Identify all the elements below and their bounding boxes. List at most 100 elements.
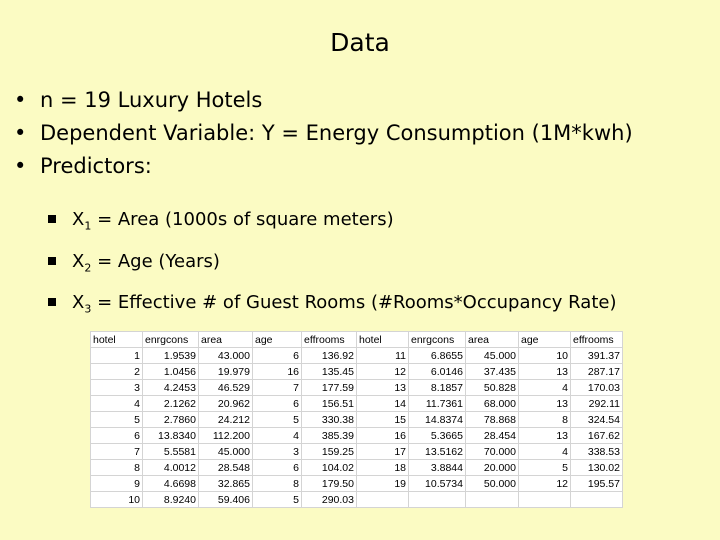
table-cell: 9 bbox=[90, 475, 143, 492]
table-cell: 68.000 bbox=[465, 395, 519, 412]
table-cell: 45.000 bbox=[198, 443, 253, 460]
table-header-row: hotel enrgcons area age effrooms hotel enrgcon… bbox=[90, 331, 623, 348]
table-cell: 10.5734 bbox=[408, 475, 466, 492]
table-cell: 28.454 bbox=[465, 427, 519, 444]
table-cell: 330.38 bbox=[301, 411, 357, 428]
table-cell: 78.868 bbox=[465, 411, 519, 428]
table-cell: 112.200 bbox=[198, 427, 253, 444]
table-cell: 5.3665 bbox=[408, 427, 466, 444]
table-cell: 156.51 bbox=[301, 395, 357, 412]
table-cell: 4.6698 bbox=[142, 475, 199, 492]
table-cell: 13.8340 bbox=[142, 427, 199, 444]
table-cell: 14.8374 bbox=[408, 411, 466, 428]
predictor-list: X1 = Area (1000s of square meters) X2 = … bbox=[46, 202, 616, 327]
table-cell: 13 bbox=[356, 379, 409, 396]
table-cell: 290.03 bbox=[301, 491, 357, 508]
table-cell: 45.000 bbox=[465, 347, 519, 364]
column-header: enrgcons bbox=[142, 331, 199, 348]
table-row: 9 4.6698 32.865 8 179.50 19 10.5734 50.000 12 195… bbox=[90, 475, 623, 492]
table-cell: 24.212 bbox=[198, 411, 253, 428]
table-cell: 130.02 bbox=[570, 459, 623, 476]
table-cell: 59.406 bbox=[198, 491, 253, 508]
table-row: 1 1.9539 43.000 6 136.92 11 6.8655 45.000 10 391.… bbox=[90, 347, 623, 364]
table-cell: 6 bbox=[252, 347, 302, 364]
table-cell: 136.92 bbox=[301, 347, 357, 364]
table-cell bbox=[570, 491, 623, 508]
table-cell: 50.000 bbox=[465, 475, 519, 492]
table-cell: 287.17 bbox=[570, 363, 623, 380]
table-cell: 13 bbox=[518, 395, 571, 412]
table-cell: 4 bbox=[252, 427, 302, 444]
table-cell: 170.03 bbox=[570, 379, 623, 396]
predictor-x1: X1 = Area (1000s of square meters) bbox=[46, 202, 616, 244]
table-cell: 4 bbox=[518, 443, 571, 460]
hotel-data-table: hotel enrgcons area age effrooms hotel enrgcon… bbox=[90, 331, 623, 508]
bullet-list: n = 19 Luxury Hotels Dependent Variable:… bbox=[14, 84, 633, 183]
bullet-sample-size: n = 19 Luxury Hotels bbox=[14, 84, 633, 117]
table-cell: 4.2453 bbox=[142, 379, 199, 396]
table-cell: 11 bbox=[356, 347, 409, 364]
table-cell: 5 bbox=[252, 491, 302, 508]
table-cell: 4 bbox=[518, 379, 571, 396]
table-cell: 15 bbox=[356, 411, 409, 428]
table-cell: 324.54 bbox=[570, 411, 623, 428]
table-cell: 3 bbox=[252, 443, 302, 460]
column-header: effrooms bbox=[570, 331, 623, 348]
table-cell: 28.548 bbox=[198, 459, 253, 476]
table-cell: 12 bbox=[518, 475, 571, 492]
table-cell: 8 bbox=[252, 475, 302, 492]
table-cell: 338.53 bbox=[570, 443, 623, 460]
bullet-dependent-variable: Dependent Variable: Y = Energy Consumpti… bbox=[14, 117, 633, 150]
table-cell: 5 bbox=[90, 411, 143, 428]
table-row: 6 13.8340 112.200 4 385.39 16 5.3665 28.454 13 16… bbox=[90, 427, 623, 444]
table-cell: 16 bbox=[252, 363, 302, 380]
table-cell: 20.000 bbox=[465, 459, 519, 476]
table-row: 10 8.9240 59.406 5 290.03 bbox=[90, 491, 623, 508]
predictor-x3: X3 = Effective # of Guest Rooms (#Rooms*… bbox=[46, 285, 616, 327]
table-cell: 2.1262 bbox=[142, 395, 199, 412]
table-cell: 135.45 bbox=[301, 363, 357, 380]
table-cell: 14 bbox=[356, 395, 409, 412]
table-cell bbox=[356, 491, 409, 508]
table-cell: 104.02 bbox=[301, 459, 357, 476]
table-cell bbox=[518, 491, 571, 508]
table-cell: 292.11 bbox=[570, 395, 623, 412]
predictor-x2-text: = Age (Years) bbox=[91, 250, 220, 272]
table-cell: 195.57 bbox=[570, 475, 623, 492]
table-cell: 6 bbox=[252, 459, 302, 476]
column-header: effrooms bbox=[301, 331, 357, 348]
table-cell: 1 bbox=[90, 347, 143, 364]
table-cell: 6.8655 bbox=[408, 347, 466, 364]
table-cell: 6 bbox=[90, 427, 143, 444]
table-cell: 13 bbox=[518, 363, 571, 380]
table-row: 3 4.2453 46.529 7 177.59 13 8.1857 50.828 4 170.0… bbox=[90, 379, 623, 396]
predictor-x2-var: X bbox=[72, 250, 85, 272]
table-cell: 177.59 bbox=[301, 379, 357, 396]
table-row: 5 2.7860 24.212 5 330.38 15 14.8374 78.868 8 324.… bbox=[90, 411, 623, 428]
predictor-x2-sub: 2 bbox=[84, 261, 92, 275]
predictor-x3-var: X bbox=[72, 292, 85, 314]
table-cell: 2.7860 bbox=[142, 411, 199, 428]
table-cell: 32.865 bbox=[198, 475, 253, 492]
column-header: hotel bbox=[90, 331, 143, 348]
table-cell: 10 bbox=[518, 347, 571, 364]
table-cell: 385.39 bbox=[301, 427, 357, 444]
table-cell: 391.37 bbox=[570, 347, 623, 364]
table-cell: 16 bbox=[356, 427, 409, 444]
table-cell: 46.529 bbox=[198, 379, 253, 396]
table-row: 4 2.1262 20.962 6 156.51 14 11.7361 68.000 13 292… bbox=[90, 395, 623, 412]
table-cell: 167.62 bbox=[570, 427, 623, 444]
column-header: age bbox=[252, 331, 302, 348]
predictor-x1-text: = Area (1000s of square meters) bbox=[91, 209, 394, 230]
table-cell: 43.000 bbox=[198, 347, 253, 364]
table-cell: 37.435 bbox=[465, 363, 519, 380]
table-cell: 179.50 bbox=[301, 475, 357, 492]
table-row: 2 1.0456 19.979 16 135.45 12 6.0146 37.435 13 287… bbox=[90, 363, 623, 380]
table-cell: 13.5162 bbox=[408, 443, 466, 460]
table-row: 7 5.5581 45.000 3 159.25 17 13.5162 70.000 4 338.… bbox=[90, 443, 623, 460]
table-cell bbox=[465, 491, 519, 508]
table-cell: 159.25 bbox=[301, 443, 357, 460]
table-cell: 2 bbox=[90, 363, 143, 380]
column-header: area bbox=[465, 331, 519, 348]
table-cell: 12 bbox=[356, 363, 409, 380]
